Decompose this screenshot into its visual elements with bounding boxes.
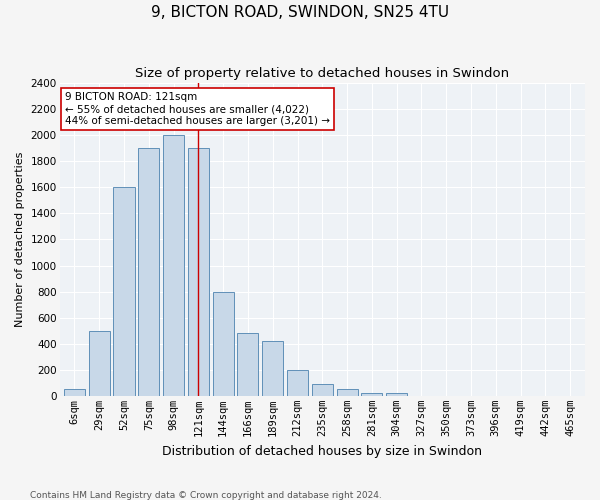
Bar [89,330,110,396]
Bar [163,135,184,396]
Bar [262,341,283,396]
Bar [287,370,308,396]
Bar [113,188,134,396]
Bar [312,384,333,396]
Y-axis label: Number of detached properties: Number of detached properties [15,152,25,327]
Bar [188,148,209,396]
Title: Size of property relative to detached houses in Swindon: Size of property relative to detached ho… [135,68,509,80]
Text: 9 BICTON ROAD: 121sqm
← 55% of detached houses are smaller (4,022)
44% of semi-d: 9 BICTON ROAD: 121sqm ← 55% of detached … [65,92,330,126]
X-axis label: Distribution of detached houses by size in Swindon: Distribution of detached houses by size … [162,444,482,458]
Bar [337,390,358,396]
Bar [386,394,407,396]
Bar [238,334,259,396]
Bar [361,394,382,396]
Text: 9, BICTON ROAD, SWINDON, SN25 4TU: 9, BICTON ROAD, SWINDON, SN25 4TU [151,5,449,20]
Bar [64,390,85,396]
Text: Contains HM Land Registry data © Crown copyright and database right 2024.: Contains HM Land Registry data © Crown c… [30,490,382,500]
Bar [138,148,160,396]
Bar [212,292,233,396]
